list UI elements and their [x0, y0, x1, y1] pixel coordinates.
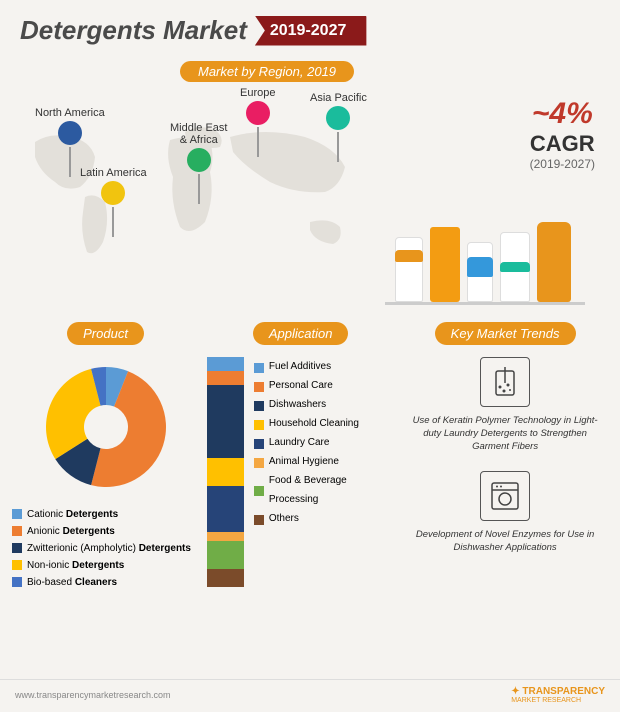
dishwasher-icon: [480, 471, 530, 521]
swatch-icon: [254, 420, 264, 430]
bar-segment: [207, 541, 244, 569]
application-stacked-bar: [207, 357, 244, 587]
trend-item: Use of Keratin Polymer Technology in Lig…: [402, 357, 608, 453]
legend-item: Fuel Additives: [254, 357, 394, 376]
bar-segment: [207, 357, 244, 371]
page-title: Detergents Market: [20, 15, 247, 46]
pin-circle-icon: [246, 101, 270, 125]
bar-segment: [207, 385, 244, 459]
swatch-icon: [12, 526, 22, 536]
trends-column: Key Market Trends Use of Keratin Polymer…: [402, 322, 608, 592]
pin-stem: [257, 127, 259, 157]
region-label: Middle East& Africa: [170, 122, 227, 146]
product-column: Product Cationic DetergentsAnionic Deter…: [12, 322, 199, 592]
swatch-icon: [12, 577, 22, 587]
application-column: Application Fuel AdditivesPersonal CareD…: [207, 322, 394, 592]
pin-circle-icon: [101, 181, 125, 205]
detergent-bottles-icon: [385, 202, 585, 302]
swatch-icon: [254, 439, 264, 449]
period-ribbon: 2019-2027: [255, 16, 367, 46]
region-label: North America: [35, 107, 105, 119]
region-pin: Asia Pacific: [310, 92, 367, 162]
cagr-box: ~4% CAGR (2019-2027): [530, 97, 595, 171]
pin-circle-icon: [326, 106, 350, 130]
legend-item: Zwitterionic (Ampholytic) Detergents: [12, 541, 199, 557]
legend-item: Non-ionic Detergents: [12, 558, 199, 574]
swatch-icon: [254, 486, 264, 496]
cagr-value: ~4%: [530, 97, 595, 131]
pin-circle-icon: [187, 148, 211, 172]
legend-item: Anionic Detergents: [12, 524, 199, 540]
legend-item: Others: [254, 509, 394, 528]
swatch-icon: [254, 382, 264, 392]
legend-item: Cationic Detergents: [12, 507, 199, 523]
legend-item: Bio-based Cleaners: [12, 575, 199, 591]
pin-stem: [112, 207, 114, 237]
swatch-icon: [12, 560, 22, 570]
product-pie-chart: [36, 357, 176, 497]
application-legend: Fuel AdditivesPersonal CareDishwashersHo…: [254, 357, 394, 528]
bar-segment: [207, 569, 244, 587]
region-label: Europe: [240, 87, 275, 99]
footer-url: www.transparencymarketresearch.com: [15, 690, 171, 700]
swatch-icon: [254, 458, 264, 468]
cagr-label: CAGR: [530, 131, 595, 157]
product-legend: Cationic DetergentsAnionic DetergentsZwi…: [12, 507, 199, 591]
pin-stem: [198, 174, 200, 204]
footer-logo: ✦ TRANSPARENCY MARKET RESEARCH: [511, 686, 605, 704]
legend-item: Animal Hygiene: [254, 452, 394, 471]
trend-text: Development of Novel Enzymes for Use in …: [402, 529, 608, 555]
trend-item: Development of Novel Enzymes for Use in …: [402, 471, 608, 555]
region-pin: Latin America: [80, 167, 147, 237]
bar-segment: [207, 486, 244, 532]
legend-item: Food & Beverage Processing: [254, 471, 394, 509]
bar-segment: [207, 532, 244, 541]
pin-stem: [69, 147, 71, 177]
charts-row: Product Cationic DetergentsAnionic Deter…: [0, 302, 620, 592]
beaker-icon: [480, 357, 530, 407]
legend-item: Dishwashers: [254, 395, 394, 414]
map-section: North America Latin America Middle East& A…: [15, 92, 605, 292]
legend-item: Household Cleaning: [254, 414, 394, 433]
legend-item: Laundry Care: [254, 433, 394, 452]
trend-text: Use of Keratin Polymer Technology in Lig…: [402, 415, 608, 453]
pin-stem: [337, 132, 339, 162]
pin-circle-icon: [58, 121, 82, 145]
product-header: Product: [67, 322, 144, 345]
logo-icon: ✦: [511, 686, 519, 697]
region-label: Latin America: [80, 167, 147, 179]
region-pin: Middle East& Africa: [170, 122, 227, 204]
cagr-period: (2019-2027): [530, 157, 595, 171]
swatch-icon: [254, 363, 264, 373]
application-header: Application: [253, 322, 349, 345]
footer: www.transparencymarketresearch.com ✦ TRA…: [0, 679, 620, 704]
bar-segment: [207, 458, 244, 486]
header: Detergents Market 2019-2027: [0, 0, 620, 56]
region-label: Asia Pacific: [310, 92, 367, 104]
legend-item: Personal Care: [254, 376, 394, 395]
region-pin: Europe: [240, 87, 275, 157]
bar-segment: [207, 371, 244, 385]
swatch-icon: [254, 401, 264, 411]
trends-header: Key Market Trends: [435, 322, 576, 345]
swatch-icon: [12, 509, 22, 519]
map-subtitle: Market by Region, 2019: [180, 61, 354, 82]
swatch-icon: [254, 515, 264, 525]
swatch-icon: [12, 543, 22, 553]
